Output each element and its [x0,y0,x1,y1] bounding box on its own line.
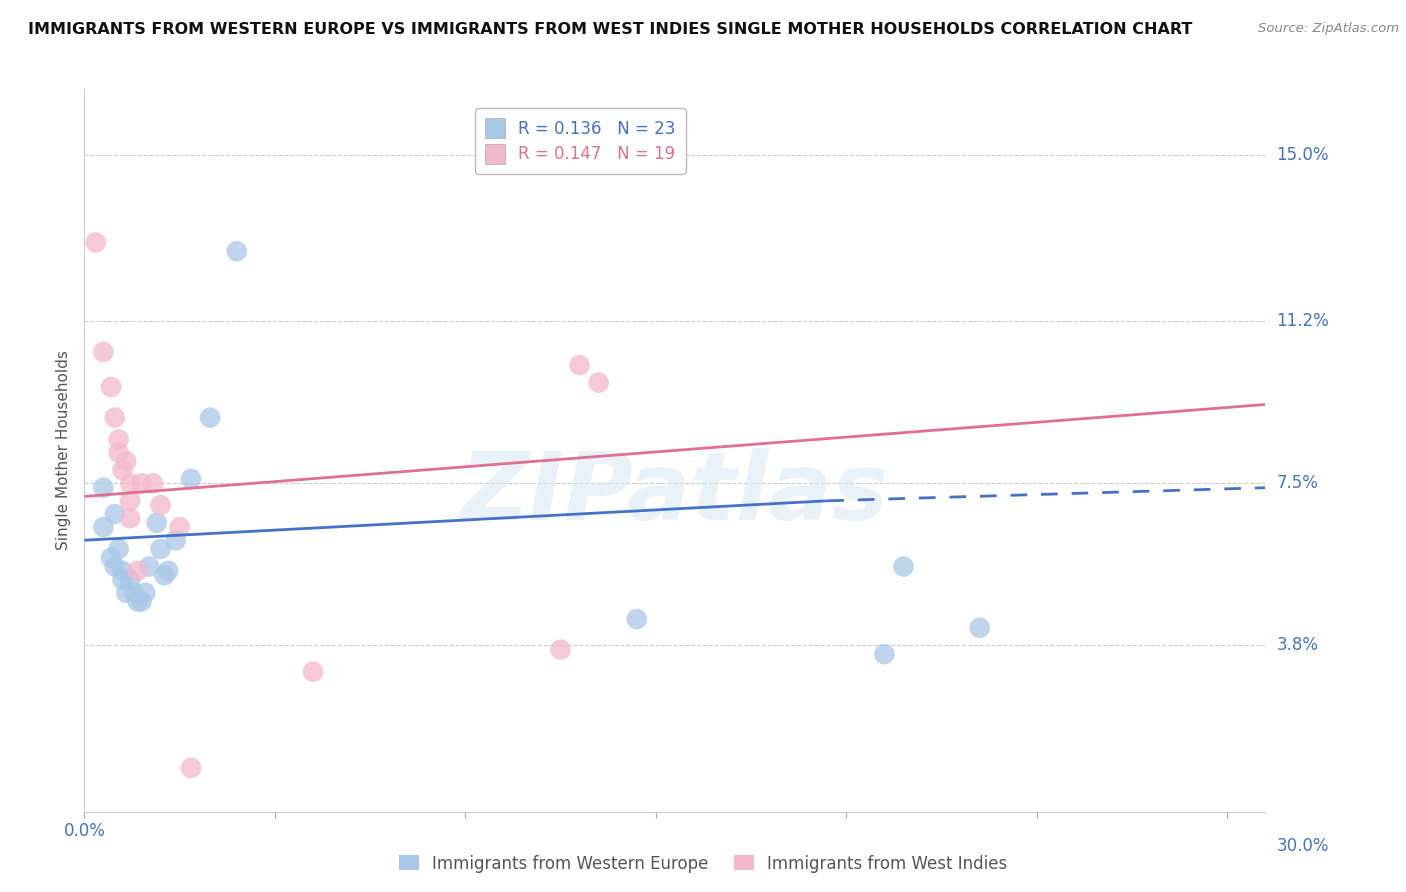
Point [302,665,325,679]
Point [120,476,142,491]
Legend: R = 0.136   N = 23, R = 0.147   N = 19: R = 0.136 N = 23, R = 0.147 N = 19 [475,108,686,174]
Text: ZIPatlas: ZIPatlas [461,448,889,540]
Y-axis label: Single Mother Households: Single Mother Households [56,351,72,550]
Point [100,380,122,394]
Point [120,493,142,508]
Point [131,476,153,491]
Point [120,511,142,525]
Point [93,345,115,359]
Text: IMMIGRANTS FROM WESTERN EUROPE VS IMMIGRANTS FROM WEST INDIES SINGLE MOTHER HOUS: IMMIGRANTS FROM WESTERN EUROPE VS IMMIGR… [28,22,1192,37]
Point [93,481,115,495]
Point [111,573,134,587]
Point [104,410,127,425]
Point [134,586,156,600]
Point [153,568,176,582]
Point [142,476,165,491]
Point [122,586,145,600]
Point [111,463,134,477]
Point [131,594,153,608]
Point [104,559,127,574]
Point [149,541,172,556]
Point [145,516,167,530]
Text: 30.0%: 30.0% [1277,837,1329,855]
Point [588,376,610,390]
Point [169,520,191,534]
Point [84,235,107,250]
Text: 7.5%: 7.5% [1277,475,1319,492]
Point [568,358,591,372]
Point [104,507,127,521]
Text: Source: ZipAtlas.com: Source: ZipAtlas.com [1258,22,1399,36]
Point [120,573,142,587]
Point [93,520,115,534]
Point [138,559,160,574]
Point [115,586,138,600]
Point [100,550,122,565]
Text: 3.8%: 3.8% [1277,636,1319,655]
Text: 15.0%: 15.0% [1277,146,1329,164]
Point [107,433,129,447]
Point [127,564,149,578]
Point [127,594,149,608]
Point [893,559,915,574]
Point [165,533,187,548]
Point [115,454,138,468]
Point [969,621,991,635]
Point [873,647,896,661]
Point [550,642,572,657]
Point [225,244,247,259]
Point [198,410,221,425]
Point [157,564,180,578]
Point [626,612,648,626]
Text: 11.2%: 11.2% [1277,312,1329,330]
Point [107,445,129,459]
Point [180,761,202,775]
Point [180,472,202,486]
Point [149,498,172,512]
Legend: Immigrants from Western Europe, Immigrants from West Indies: Immigrants from Western Europe, Immigran… [392,848,1014,880]
Point [107,541,129,556]
Point [111,564,134,578]
